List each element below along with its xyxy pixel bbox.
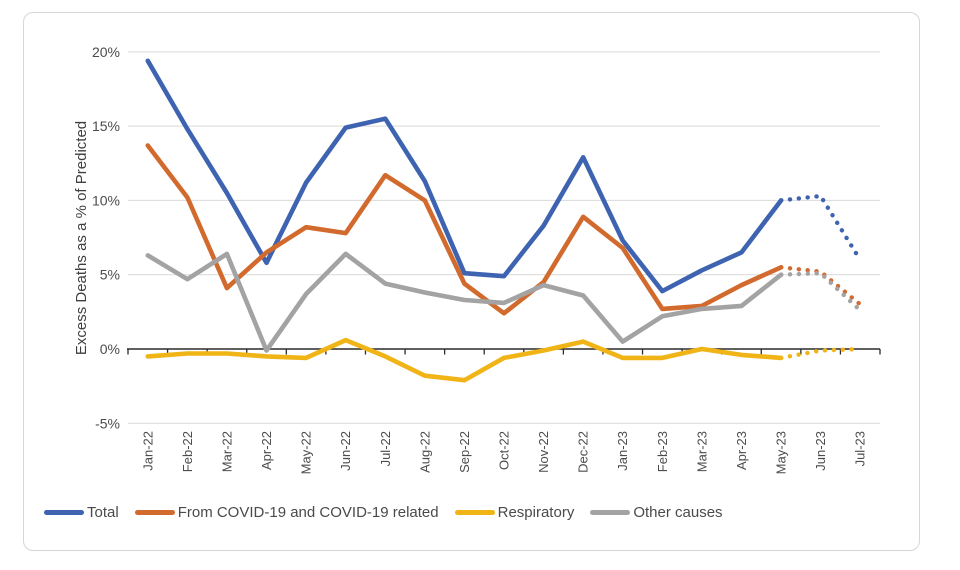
x-tick-label: May-22 (299, 431, 314, 474)
x-tick-label: Jan-23 (615, 431, 630, 471)
series-line-from-covid-19-and-covid-19-related (145, 143, 784, 316)
series-projection-other-causes (778, 270, 863, 313)
x-tick-label: Apr-23 (734, 431, 749, 470)
x-tick-label: Aug-22 (417, 431, 432, 473)
legend-label: Respiratory (497, 504, 575, 521)
x-tick-label: Mar-22 (219, 431, 234, 472)
x-tick-label: Feb-22 (180, 431, 195, 472)
x-tick-label: Apr-22 (259, 431, 274, 470)
x-tick-label: Nov-22 (536, 431, 551, 473)
x-tick-label: Jun-22 (338, 431, 353, 471)
legend-item-from-covid-19-and-covid-19-related: From COVID-19 and COVID-19 related (134, 504, 439, 521)
y-axis-title: Excess Deaths as a % of Predicted (73, 121, 90, 355)
x-tick-label: Oct-22 (497, 431, 512, 470)
chart-legend: Total From COVID-19 and COVID-19 related R… (44, 504, 723, 521)
legend-line-swatch (454, 510, 495, 515)
legend-label: From COVID-19 and COVID-19 related (177, 504, 439, 521)
x-tick-label: Jul-23 (853, 431, 868, 466)
legend-item-other-causes: Other causes (590, 504, 723, 521)
series-line-other-causes (145, 251, 784, 353)
legend-line-swatch (44, 510, 84, 515)
x-tick-label: Feb-23 (655, 431, 670, 472)
legend-item-total: Total (44, 504, 119, 521)
x-tick-label: Jan-22 (140, 431, 155, 471)
y-tick-label: 5% (100, 267, 120, 283)
x-tick-label: May-23 (774, 431, 789, 474)
legend-label: Total (87, 504, 119, 521)
legend-line-swatch (590, 510, 631, 515)
series-line-total (145, 58, 784, 294)
legend-label: Other causes (633, 504, 723, 521)
y-tick-label: 15% (92, 118, 120, 134)
legend-item-respiratory: Respiratory (454, 504, 575, 521)
legend-line-swatch (134, 510, 175, 515)
y-tick-label: 20% (92, 44, 120, 60)
series-line-respiratory (145, 337, 784, 383)
series-projection-respiratory (778, 346, 863, 361)
x-tick-label: Jul-22 (378, 431, 393, 466)
y-tick-label: 0% (100, 341, 120, 357)
x-tick-label: Sep-22 (457, 431, 472, 473)
x-tick-label: Dec-22 (576, 431, 591, 473)
series-projection-total (778, 193, 863, 263)
y-tick-label: 10% (92, 192, 120, 208)
y-tick-label: -5% (95, 415, 120, 431)
x-tick-label: Mar-23 (694, 431, 709, 472)
series-projection-from-covid-19-and-covid-19-related (778, 265, 863, 307)
x-tick-label: Jun-23 (813, 431, 828, 471)
